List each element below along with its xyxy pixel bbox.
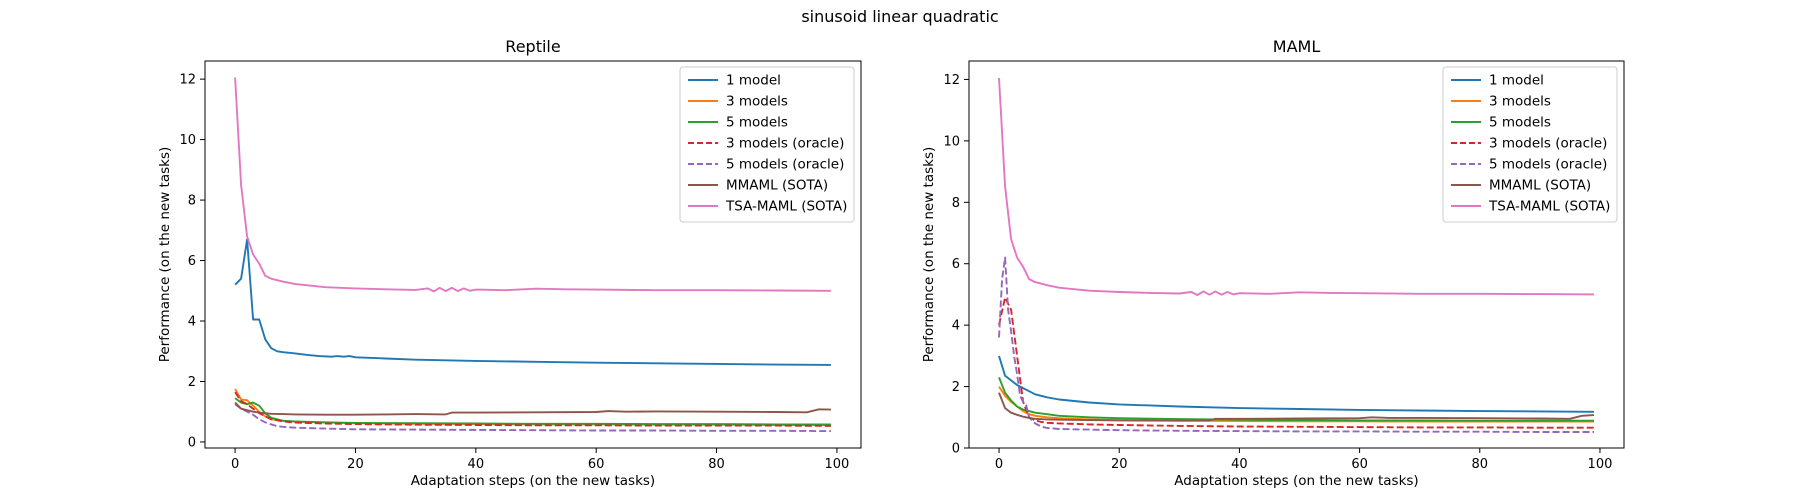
panel-1-x-tick-label: 80 <box>708 457 725 472</box>
panel-1-title: Reptile <box>505 37 560 56</box>
panel-2-y-axis-label: Performance (on the new tasks) <box>921 147 937 363</box>
panel-1-y-tick-label: 12 <box>179 73 196 88</box>
panel-2-series-group <box>998 77 1595 433</box>
panel-1-x-tick-label: 60 <box>588 457 605 472</box>
panel-1-x-axis-label: Adaptation steps (on the new tasks) <box>411 473 655 489</box>
panel-2-x-tick-label: 20 <box>1111 457 1128 472</box>
panel-2-y-tick-label: 6 <box>952 257 960 272</box>
panel-2-legend-label-2: 3 models <box>1489 94 1551 110</box>
panel-1-x-tick-label: 20 <box>347 457 364 472</box>
panel-1-legend-label-4: 3 models (oracle) <box>726 136 844 152</box>
panel-1-legend-label-5: 5 models (oracle) <box>726 157 844 173</box>
panel-2-legend-label-5: 5 models (oracle) <box>1489 157 1607 173</box>
panel-1-x-tick-label: 100 <box>825 457 850 472</box>
panel-1-legend-label-7: TSA-MAML (SOTA) <box>725 199 847 215</box>
panel-2-series-line-4 <box>998 296 1594 429</box>
panel-2-legend-label-4: 3 models (oracle) <box>1489 136 1607 152</box>
panel-2-x-axis-label: Adaptation steps (on the new tasks) <box>1174 473 1418 489</box>
panel-1-axes-frame <box>204 60 862 449</box>
panel-1-y-tick-label: 0 <box>188 435 196 450</box>
panel-2-x-tick-label: 0 <box>995 457 1003 472</box>
panel-2-legend-label-7: TSA-MAML (SOTA) <box>1488 199 1610 215</box>
panel-1: 0 20 40 60 80 100 0 2 4 6 8 10 12 Reptile Adaptation s… <box>157 37 862 489</box>
panel-2-series-line-5 <box>998 256 1594 433</box>
panel-1-x-tick-label: 40 <box>468 457 485 472</box>
panel-2-legend-label-6: MMAML (SOTA) <box>1489 178 1591 194</box>
panel-2-x-tick-label: 100 <box>1588 457 1613 472</box>
panel-1-legend-label-3: 5 models <box>726 115 788 131</box>
panel-2-series-line-3 <box>998 377 1594 422</box>
panel-1-y-tick-label: 2 <box>188 375 196 390</box>
panel-2-title: MAML <box>1273 37 1321 56</box>
panel-2-y-tick-label: 4 <box>952 319 960 334</box>
panel-2-y-tick-label: 0 <box>952 442 960 457</box>
panel-1-legend: 1 model 3 models 5 models 3 models (oracle)… <box>679 66 855 223</box>
panel-2-x-tick-label: 40 <box>1231 457 1248 472</box>
panel-1-legend-box <box>679 66 855 223</box>
panel-1-series-line-3 <box>234 397 831 426</box>
panel-2-legend: 1 model 3 models 5 models 3 models (oracle)… <box>1442 66 1618 223</box>
panel-1-y-tick-label: 8 <box>188 194 196 209</box>
panel-1-legend-label-1: 1 model <box>726 73 781 89</box>
panel-2-legend-box <box>1442 66 1618 223</box>
panel-1-series-line-4 <box>234 391 831 427</box>
panel-2-legend-label-1: 1 model <box>1489 73 1544 89</box>
panel-2-y-tick-label: 12 <box>943 73 960 88</box>
panel-1-y-tick-label: 4 <box>188 315 196 330</box>
panel-2-x-tick-label: 60 <box>1351 457 1368 472</box>
panel-1-x-tick-label: 0 <box>231 457 239 472</box>
panel-2: 0 20 40 60 80 100 0 2 4 6 8 10 12 MAML Adaptation step… <box>921 37 1625 489</box>
panel-1-y-tick-label: 6 <box>188 254 196 269</box>
panel-1-legend-label-2: 3 models <box>726 94 788 110</box>
panel-1-y-axis-label: Performance (on the new tasks) <box>157 147 173 363</box>
panel-1-series-line-7 <box>234 77 831 293</box>
panel-1-series-group <box>234 77 831 433</box>
panel-2-y-tick-label: 2 <box>952 380 960 395</box>
panel-2-series-line-1 <box>998 355 1595 413</box>
panel-1-series-line-6 <box>234 401 831 416</box>
panel-2-x-tick-label: 80 <box>1472 457 1489 472</box>
panel-2-legend-label-3: 5 models <box>1489 115 1551 131</box>
panel-2-series-line-7 <box>998 77 1595 296</box>
figure-suptitle: sinusoid linear quadratic <box>801 7 998 26</box>
panel-2-series-line-6 <box>998 392 1595 422</box>
panel-1-legend-label-6: MMAML (SOTA) <box>726 178 828 194</box>
panel-1-y-tick-label: 10 <box>179 133 196 148</box>
panel-2-y-tick-label: 10 <box>943 134 960 149</box>
panel-1-series-line-5 <box>234 403 831 433</box>
panel-1-series-line-2 <box>234 388 831 426</box>
panel-2-axes-frame <box>968 60 1625 449</box>
panel-1-series-line-1 <box>234 238 831 366</box>
panel-2-y-tick-label: 8 <box>952 196 960 211</box>
